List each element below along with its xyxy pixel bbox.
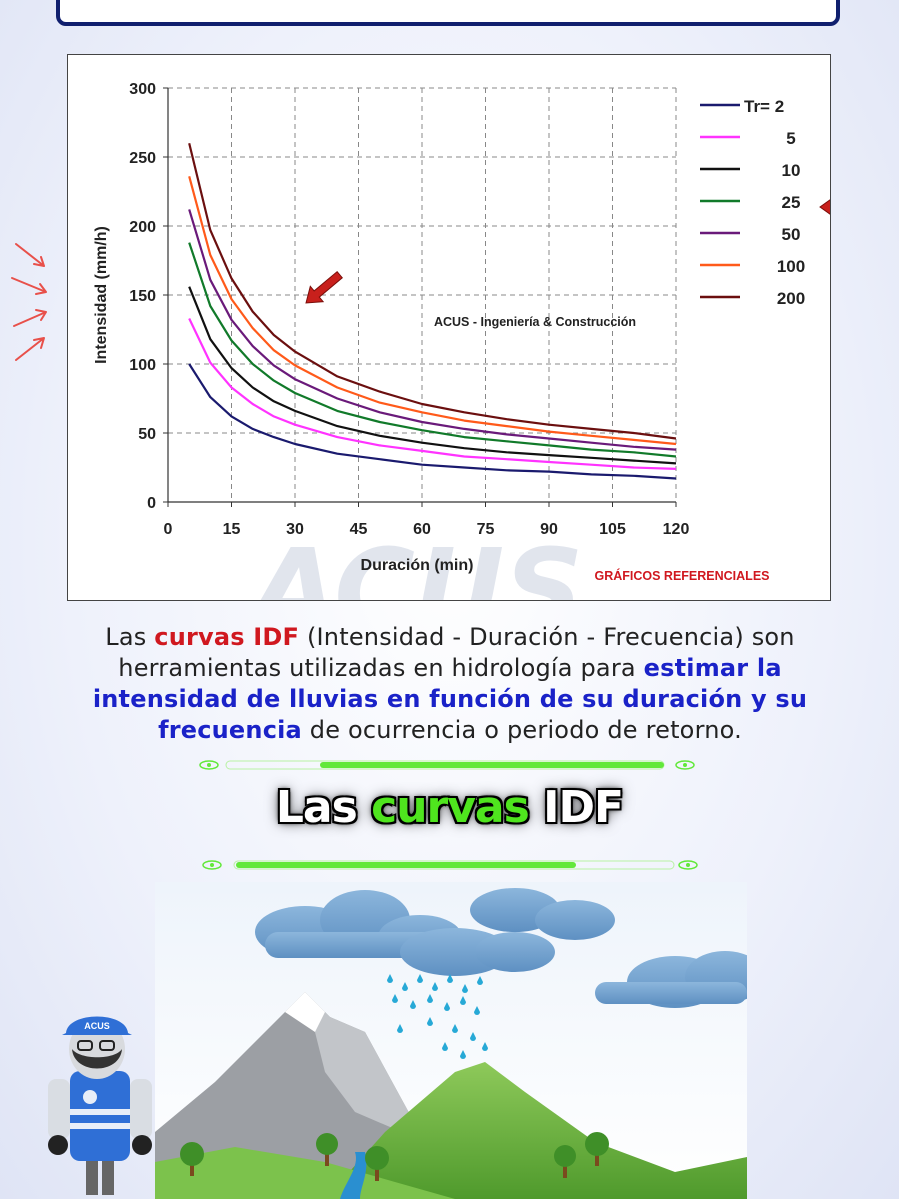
y-tick-label: 0 xyxy=(147,495,156,512)
y-axis-label: Intensidad (mm/h) xyxy=(93,226,110,364)
side-arrows-icon xyxy=(11,243,47,361)
desc-highlight-idf: curvas IDF xyxy=(154,623,300,651)
x-tick-label: 15 xyxy=(223,521,241,538)
mascot-badge: ACUS xyxy=(84,1021,110,1031)
watermark-logo: ACUS xyxy=(244,525,583,600)
pointer-arrow-icon xyxy=(305,270,343,304)
x-axis-label: Duración (min) xyxy=(361,557,474,574)
legend-label-1: 5 xyxy=(786,129,795,148)
legend-label-2: 10 xyxy=(782,161,801,180)
top-frame xyxy=(56,0,840,26)
y-tick-label: 200 xyxy=(129,219,156,236)
section-title: Las curvas IDF xyxy=(0,782,899,833)
desc-text-2: (Intensidad - Duración - Frecuencia) son… xyxy=(118,623,795,682)
legend-label-4: 50 xyxy=(782,225,801,244)
series-line-3 xyxy=(188,242,677,458)
mascot-engineer: ACUS xyxy=(48,1016,152,1195)
green-hill-icon xyxy=(155,1062,747,1199)
idf-chart: ACUS 0 15 30 45 60 75 90 105 120 0 50 100 150 200 250 3… xyxy=(67,54,831,601)
y-tick-label: 300 xyxy=(129,81,156,98)
x-tick-label: 60 xyxy=(413,521,431,538)
x-tick-label: 30 xyxy=(286,521,304,538)
series-line-1 xyxy=(188,318,677,470)
x-tick-label: 105 xyxy=(599,521,626,538)
desc-highlight-estimate: estimar la intensidad de lluvias en func… xyxy=(92,654,808,744)
series-line-0 xyxy=(188,363,677,480)
x-tick-label: 45 xyxy=(350,521,368,538)
chart-svg: ACUS 0 15 30 45 60 75 90 105 1200501001502002503… xyxy=(93,81,830,600)
series-line-6 xyxy=(188,142,677,440)
y-tick-label: 150 xyxy=(129,288,156,305)
y-tick-label: 50 xyxy=(138,426,156,443)
series-line-5 xyxy=(188,176,677,446)
x-tick-label: 75 xyxy=(477,521,495,538)
series-line-2 xyxy=(188,286,677,465)
y-tick-label: 100 xyxy=(129,357,156,374)
y-tick-label: 250 xyxy=(129,150,156,167)
x-tick-label: 90 xyxy=(540,521,558,538)
legend-label-0: Tr= 2 xyxy=(744,97,784,116)
tree-icon xyxy=(180,1132,609,1181)
legend-label-6: 200 xyxy=(777,289,805,308)
x-tick-label: 0 xyxy=(164,521,173,538)
mountain-icon xyxy=(155,992,435,1199)
cloud-icon xyxy=(255,888,747,1008)
raindrops-icon xyxy=(387,974,488,1059)
divider-bottom xyxy=(202,860,698,870)
company-annotation: ACUS - Ingeniería & Construcción xyxy=(434,315,636,329)
section-title-part1: Las xyxy=(275,782,372,833)
desc-text-3: de ocurrencia o periodo de retorno. xyxy=(301,716,742,744)
river-icon xyxy=(340,1152,367,1199)
legend-label-5: 100 xyxy=(777,257,805,276)
referential-note: GRÁFICOS REFERENCIALES xyxy=(594,568,769,583)
section-title-part3: IDF xyxy=(528,782,624,833)
legend-label-3: 25 xyxy=(782,193,801,212)
legend-arrow-icon xyxy=(819,199,830,215)
description-paragraph: Las curvas IDF (Intensidad - Duración - … xyxy=(60,622,840,746)
divider-top xyxy=(199,760,695,770)
x-tick-label: 120 xyxy=(663,521,690,538)
section-title-highlight: curvas xyxy=(371,782,530,833)
desc-text-1: Las xyxy=(105,623,155,651)
series-line-4 xyxy=(188,209,677,451)
hydrology-illustration xyxy=(155,882,747,1199)
